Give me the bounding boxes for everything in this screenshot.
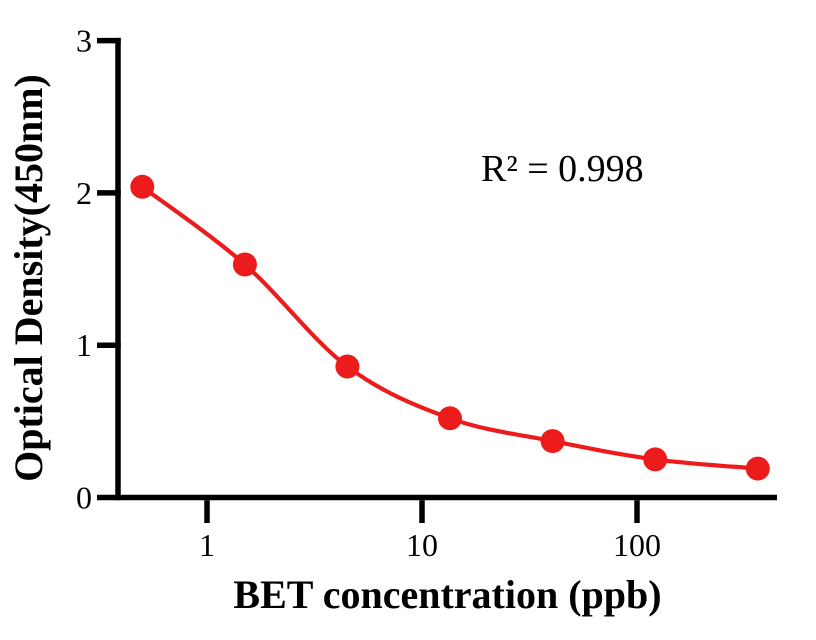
data-series xyxy=(130,174,770,481)
r-squared-annotation: R² = 0.998 xyxy=(481,148,644,190)
y-axis-title: Optical Density(450nm) xyxy=(6,74,51,482)
data-point xyxy=(745,456,770,481)
y-tick-label: 0 xyxy=(76,480,92,516)
data-point xyxy=(643,447,668,472)
y-tick-label: 3 xyxy=(76,23,92,59)
x-tick-label: 100 xyxy=(613,527,661,563)
data-point xyxy=(335,354,360,379)
data-point xyxy=(438,406,462,431)
data-point xyxy=(130,174,155,199)
x-axis-title: BET concentration (ppb) xyxy=(233,572,662,617)
y-tick-label: 1 xyxy=(76,327,92,363)
data-point xyxy=(540,429,565,454)
axes xyxy=(97,37,777,523)
y-tick-label: 2 xyxy=(76,175,92,211)
x-tick-label: 10 xyxy=(406,527,438,563)
x-tick-label: 1 xyxy=(199,527,215,563)
data-point xyxy=(232,252,257,277)
tick-labels: 0 1 2 3 1 10 100 xyxy=(76,23,661,563)
